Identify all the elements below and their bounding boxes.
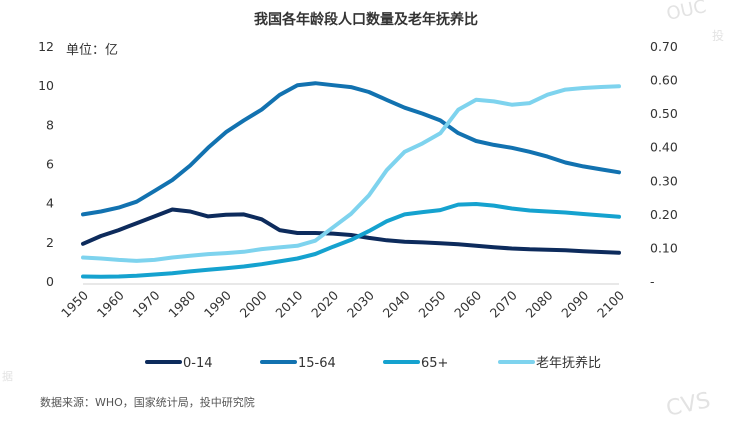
x-tick-label: 2000: [237, 287, 270, 320]
x-tick-label: 1960: [94, 287, 127, 320]
x-tick-label: 2070: [487, 287, 520, 320]
legend-item-15-64: 15-64: [260, 356, 336, 371]
right-axis-ticks: - 0.10 0.20 0.30 0.40 0.50 0.60 0.70: [650, 39, 678, 289]
watermark-top-right-char: 投: [712, 28, 724, 43]
series-lines: [81, 81, 621, 279]
left-tick-label: 6: [46, 157, 54, 172]
x-tick-label: 1990: [201, 287, 234, 320]
left-axis-ticks: 0 2 4 6 8 10 12: [38, 39, 54, 289]
series-line-3: [81, 84, 621, 263]
legend-label-dependency-ratio: 老年抚养比: [536, 355, 601, 371]
left-tick-label: 10: [38, 78, 54, 93]
source-note: 数据来源：WHO，国家统计局，投中研究院: [40, 395, 255, 409]
x-tick-label: 1980: [165, 287, 198, 320]
x-tick-label: 2040: [380, 287, 413, 320]
x-tick-label: 2090: [558, 287, 591, 320]
right-tick-label: 0.60: [650, 73, 678, 88]
right-tick-label: 0.30: [650, 173, 678, 188]
x-tick-label: 2050: [415, 287, 448, 320]
right-tick-label: -: [650, 274, 655, 289]
watermark-bottom-right: CVS: [664, 388, 713, 422]
left-tick-label: 12: [38, 39, 54, 54]
legend-label-65-plus: 65+: [421, 356, 448, 371]
legend-label-15-64: 15-64: [298, 356, 336, 371]
x-tick-label: 2020: [308, 287, 341, 320]
right-tick-label: 0.70: [650, 39, 678, 54]
left-tick-label: 8: [46, 117, 54, 132]
x-tick-label: 1950: [58, 287, 91, 320]
x-tick-label: 2080: [523, 287, 556, 320]
series-line-0: [81, 207, 621, 255]
x-tick-label: 1970: [129, 287, 162, 320]
legend-item-0-14: 0-14: [145, 356, 213, 371]
legend-item-65-plus: 65+: [383, 356, 448, 371]
series-line-2: [81, 202, 621, 279]
x-axis-ticks: 1950 1960 1970 1980 1990 2000 2010 2020 2030 2040…: [58, 287, 627, 320]
watermark-left: 据: [2, 369, 13, 383]
right-tick-label: 0.20: [650, 207, 678, 222]
legend-item-dependency-ratio: 老年抚养比: [498, 355, 601, 371]
x-tick-label: 2010: [272, 287, 305, 320]
left-axis-unit: 单位：亿: [66, 43, 118, 58]
right-tick-label: 0.50: [650, 106, 678, 121]
x-tick-label: 2060: [451, 287, 484, 320]
right-tick-label: 0.10: [650, 240, 678, 255]
right-tick-label: 0.40: [650, 140, 678, 155]
legend-label-0-14: 0-14: [183, 356, 213, 371]
legend: 0-14 15-64 65+ 老年抚养比: [145, 355, 601, 371]
left-tick-label: 2: [46, 235, 54, 250]
left-tick-label: 0: [46, 274, 54, 289]
series-line-1: [81, 81, 621, 217]
watermark-top-right: OUC: [665, 0, 708, 25]
chart-title: 我国各年龄段人口数量及老年抚养比: [254, 11, 478, 28]
left-tick-label: 4: [46, 196, 54, 211]
x-tick-label: 2030: [344, 287, 377, 320]
x-tick-label: 2100: [594, 287, 627, 320]
